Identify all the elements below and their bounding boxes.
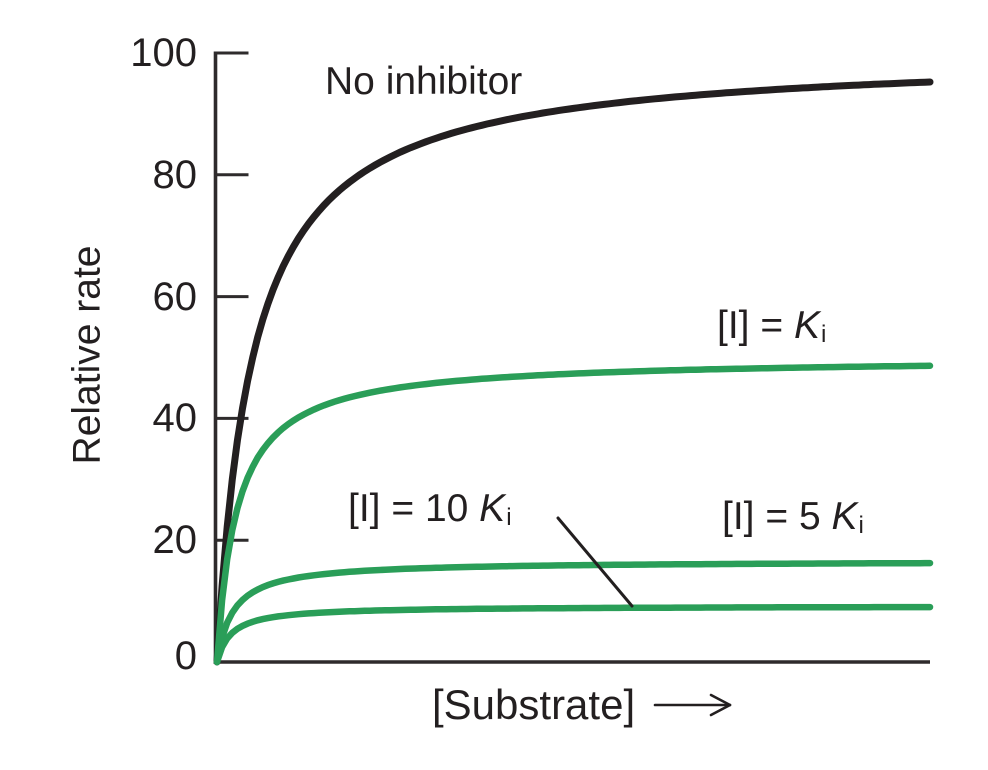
curve-label-ki-subscript: i: [820, 320, 827, 348]
curve-label-ki-symbol: K: [793, 304, 820, 347]
curve-i-ki: [213, 362, 934, 666]
y-tick-label-20: 20: [152, 518, 198, 563]
callout-line: [556, 516, 634, 608]
x-axis-label-text: [Substrate]: [432, 681, 636, 728]
curve-no-inhibitor: [213, 78, 934, 666]
y-tick-label-60: 60: [152, 274, 198, 319]
y-tick-label-100: 100: [130, 31, 197, 75]
y-axis-label: Relative rate: [65, 245, 109, 465]
y-tick-label-40: 40: [152, 396, 198, 441]
curve-label-10ki: [I] = 10 Ki: [348, 487, 512, 531]
curve-label-ki-prefix: [I] =: [717, 304, 794, 347]
curve-label-5ki-prefix: [I] = 5: [722, 495, 832, 538]
y-tick-label-80: 80: [152, 152, 198, 197]
curve-label-10ki-symbol: K: [479, 487, 506, 530]
curve-i-5-ki: [213, 559, 934, 666]
y-tick-label-0: 0: [174, 634, 197, 678]
curve-label-no-inhibitor: No inhibitor: [325, 60, 523, 103]
curve-label-10ki-subscript: i: [506, 503, 512, 531]
x-axis-label: [Substrate]: [432, 681, 736, 728]
right-arrow-icon: [653, 693, 732, 717]
curve-label-5ki-subscript: i: [858, 511, 864, 539]
curve-label-ki: [I] = Ki: [717, 304, 827, 348]
curve-label-5ki: [I] = 5 Ki: [722, 495, 864, 539]
curve-label-10ki-prefix: [I] = 10: [348, 487, 480, 530]
curve-label-5ki-symbol: K: [831, 495, 858, 538]
curve-i-10-ki: [213, 603, 934, 666]
